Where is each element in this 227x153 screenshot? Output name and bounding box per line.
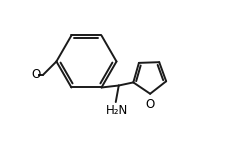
Text: O: O	[32, 69, 41, 82]
Text: H₂N: H₂N	[106, 104, 128, 117]
Text: O: O	[146, 97, 155, 110]
